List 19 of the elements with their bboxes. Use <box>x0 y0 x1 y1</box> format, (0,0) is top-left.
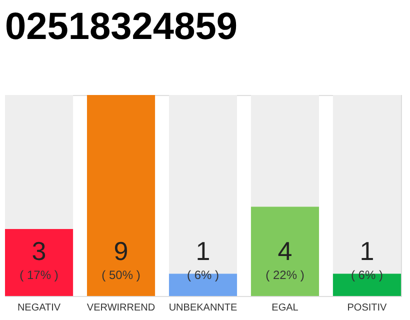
annotation: ( 17% ) <box>20 268 58 282</box>
data-label: 9 <box>114 236 128 266</box>
x-tick-label: VERWIRREND <box>86 302 156 314</box>
data-label: 1 <box>196 236 210 266</box>
data-label: 1 <box>360 236 374 266</box>
data-label: 3 <box>32 236 46 266</box>
chart-title: 02518324859 <box>5 6 238 48</box>
x-tick-label: NEGATIV <box>17 302 61 314</box>
annotation: ( 50% ) <box>102 268 140 282</box>
x-tick-label: UNBEKANNTE <box>168 302 238 314</box>
data-label: 4 <box>278 236 292 266</box>
bar <box>250 206 320 296</box>
annotation: ( 22% ) <box>266 268 304 282</box>
x-tick-label: EGAL <box>272 302 299 314</box>
bar <box>5 229 74 296</box>
bar <box>86 95 156 296</box>
bar <box>250 95 320 207</box>
x-tick-label: POSITIV <box>347 302 388 314</box>
bar <box>5 95 74 229</box>
